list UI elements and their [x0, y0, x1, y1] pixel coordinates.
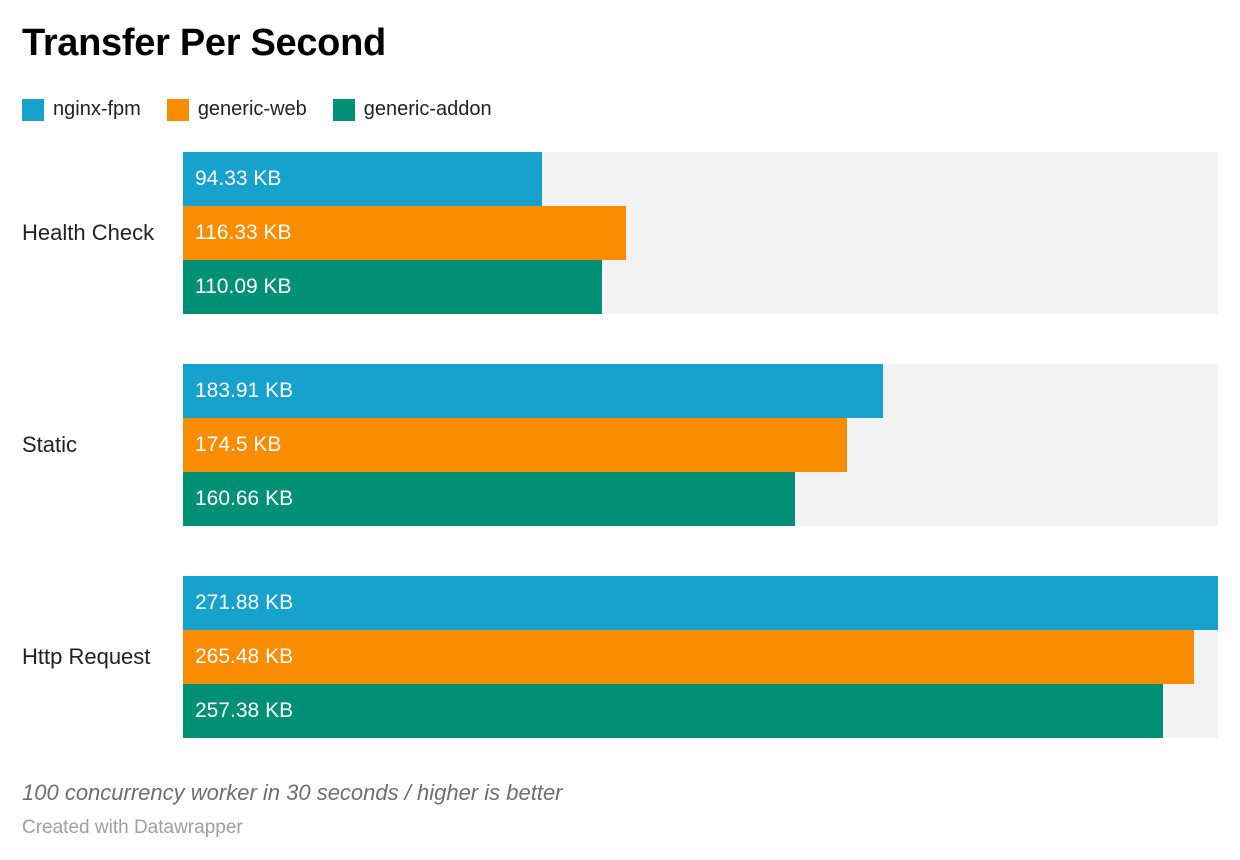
bar-nginx-fpm: 94.33 KB	[183, 152, 543, 206]
legend-swatch-generic-addon	[332, 98, 355, 121]
legend-item-generic-addon: generic-addon	[332, 98, 492, 121]
bar-group-health-check: Health Check 94.33 KB 116.33 KB 110.09 KB	[22, 152, 1218, 314]
bar-value-label: 183.91 KB	[195, 379, 294, 402]
bar-generic-web: 174.5 KB	[183, 418, 848, 472]
bar-track: 271.88 KB 265.48 KB 257.38 KB	[183, 576, 1218, 738]
bar-value-label: 110.09 KB	[195, 275, 292, 298]
bar-value-label: 257.38 KB	[195, 699, 294, 722]
chart-title: Transfer Per Second	[22, 22, 386, 64]
bar-nginx-fpm: 183.91 KB	[183, 364, 884, 418]
legend-item-generic-web: generic-web	[166, 98, 307, 121]
bar-generic-addon: 110.09 KB	[183, 260, 603, 314]
legend-swatch-generic-web	[166, 98, 189, 121]
bar-group-static: Static 183.91 KB 174.5 KB 160.66 KB	[22, 364, 1218, 526]
legend-label: nginx-fpm	[53, 98, 141, 120]
bar-track: 94.33 KB 116.33 KB 110.09 KB	[183, 152, 1218, 314]
legend-swatch-nginx-fpm	[22, 98, 44, 121]
legend-item-nginx-fpm: nginx-fpm	[22, 98, 141, 121]
bar-track: 183.91 KB 174.5 KB 160.66 KB	[183, 364, 1218, 526]
category-label: Health Check	[22, 220, 155, 245]
bar-chart: Health Check 94.33 KB 116.33 KB 110.09 KB St…	[22, 152, 1218, 738]
chart-note: 100 concurrency worker in 30 seconds / h…	[22, 780, 563, 805]
category-label: Static	[22, 432, 78, 457]
datawrapper-credit: Created with Datawrapper	[22, 817, 243, 838]
bar-value-label: 174.5 KB	[195, 433, 282, 456]
legend-label: generic-web	[197, 98, 307, 120]
legend: nginx-fpm generic-web generic-addon	[22, 98, 1218, 121]
bar-value-label: 116.33 KB	[195, 221, 292, 244]
bar-value-label: 160.66 KB	[195, 487, 294, 510]
bar-group-http-request: Http Request 271.88 KB 265.48 KB 257.38 KB	[22, 576, 1218, 738]
bar-value-label: 271.88 KB	[195, 591, 294, 614]
bar-nginx-fpm: 271.88 KB	[183, 576, 1218, 630]
category-label: Http Request	[22, 644, 151, 669]
bar-generic-addon: 257.38 KB	[183, 684, 1163, 738]
bar-value-label: 94.33 KB	[195, 167, 282, 190]
bar-value-label: 265.48 KB	[195, 645, 294, 668]
bar-generic-web: 116.33 KB	[183, 206, 626, 260]
bar-generic-web: 265.48 KB	[183, 630, 1194, 684]
bar-generic-addon: 160.66 KB	[183, 472, 795, 526]
legend-label: generic-addon	[363, 98, 492, 120]
